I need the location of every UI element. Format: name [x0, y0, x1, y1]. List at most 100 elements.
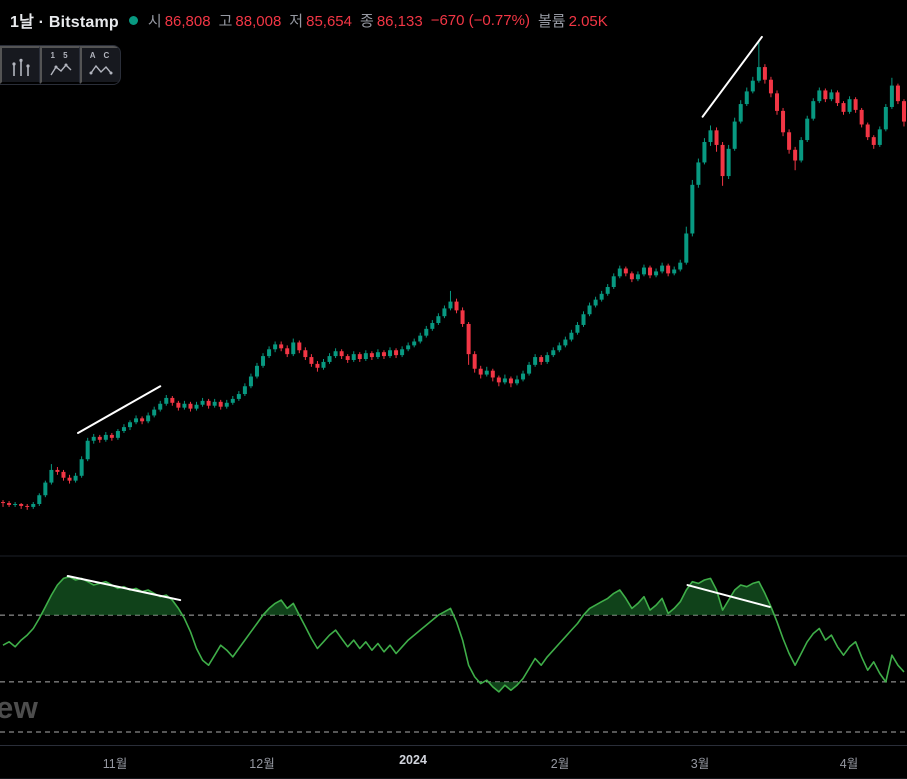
candle-body — [460, 310, 465, 324]
candle-body — [31, 503, 36, 507]
candle-body — [617, 268, 622, 277]
volume-value: 2.05K — [568, 12, 608, 30]
candle-body — [67, 477, 72, 481]
candle-body — [412, 341, 417, 346]
mini-zigzag-icon — [89, 64, 113, 75]
candle-body — [128, 422, 133, 428]
candle-body — [817, 90, 822, 102]
candle-body — [660, 265, 665, 272]
candle-body — [732, 121, 737, 149]
candle-body — [672, 269, 677, 274]
candle-body — [303, 350, 308, 358]
time-axis-label: 2월 — [550, 757, 570, 771]
price-and-rsi-chart[interactable] — [0, 0, 907, 745]
candle-body — [206, 400, 211, 406]
candle-body — [648, 267, 653, 276]
candle-body — [599, 293, 604, 300]
candle-body — [176, 402, 181, 408]
candle-body — [315, 363, 320, 368]
candle-body — [388, 350, 393, 357]
candle-body — [188, 403, 193, 409]
candle-body — [883, 106, 888, 130]
candle-body — [7, 503, 12, 505]
candle-body — [847, 99, 852, 112]
candle-body — [853, 99, 858, 110]
candle-body — [508, 378, 513, 384]
candle-body — [629, 273, 634, 280]
candle-body — [194, 404, 199, 409]
candle-body — [581, 314, 586, 325]
volume-label: 볼륨 — [537, 12, 566, 30]
candle-body — [666, 265, 671, 274]
candle-body — [496, 377, 501, 383]
candle-body — [25, 505, 30, 507]
trendline-drawing[interactable] — [701, 35, 763, 118]
candle-body — [297, 342, 302, 351]
candle-body — [756, 67, 761, 81]
candle-body — [895, 85, 900, 102]
candle-body — [248, 376, 253, 387]
candle-body — [43, 482, 48, 496]
candle-body — [424, 328, 429, 336]
time-axis-label: 2024 — [399, 753, 427, 767]
open-label: 시 — [147, 12, 162, 30]
candle-body — [170, 397, 175, 403]
candle-body — [381, 352, 386, 357]
candle-body — [708, 130, 713, 143]
ac-icon-label: A C — [89, 51, 113, 60]
candle-body — [490, 370, 495, 378]
change-value: −670 (−0.77%) — [430, 11, 530, 29]
candle-body — [587, 305, 592, 315]
candle-body — [654, 271, 659, 276]
chart-style-bars-button[interactable] — [0, 46, 40, 84]
candle-body — [793, 149, 798, 161]
trendline-drawing[interactable] — [686, 584, 771, 608]
trendline-drawing[interactable] — [77, 385, 162, 434]
candle-body — [152, 409, 157, 416]
rsi-oversold-fill — [479, 681, 886, 692]
candle-body — [91, 436, 96, 441]
candle-body — [714, 130, 719, 145]
ohlc-close: 종 86,133 — [360, 10, 423, 31]
candle-body — [97, 436, 102, 440]
candle-body — [19, 503, 24, 506]
candle-body — [678, 262, 683, 270]
chart-style-ac-button[interactable]: A C — [80, 46, 120, 84]
candle-body — [291, 342, 296, 355]
candle-body — [200, 400, 205, 405]
candle-body — [369, 353, 374, 358]
candle-body — [121, 427, 126, 432]
rsi-overbought-fill — [41, 576, 775, 616]
candle-body — [55, 469, 60, 472]
candle-body — [327, 356, 332, 362]
candle-body — [140, 418, 145, 422]
candle-body — [514, 379, 519, 384]
candle-body — [527, 364, 532, 374]
candle-body — [762, 67, 767, 80]
symbol-interval-title[interactable]: 1날 · Bitstamp — [10, 14, 119, 31]
rsi-line — [2, 575, 905, 693]
candle-body — [182, 403, 187, 408]
candle-body — [859, 109, 864, 125]
symbol-header: 1날 · Bitstamp 시 86,808 고 88,008 저 85,654… — [10, 8, 608, 32]
candle-body — [635, 274, 640, 280]
candle-body — [811, 101, 816, 119]
candle-body — [563, 339, 568, 346]
chart-style-15-button[interactable]: 1 5 — [40, 46, 80, 84]
time-axis[interactable]: 11월 12월 2024 2월 3월 4월 — [0, 745, 907, 779]
candle-body — [394, 350, 399, 356]
mini-line-icon — [49, 63, 71, 76]
candle-body — [436, 316, 441, 324]
candle-body — [720, 144, 725, 177]
candle-body — [321, 361, 326, 368]
candle-body — [575, 324, 580, 333]
candle-body — [273, 344, 278, 350]
ohlc-low: 저 85,654 — [289, 10, 352, 31]
candle-body — [889, 85, 894, 107]
candle-body — [539, 357, 544, 362]
candle-body — [49, 469, 54, 483]
candle-body — [146, 415, 151, 422]
candle-body — [442, 308, 447, 317]
candle-body — [774, 93, 779, 111]
trendline-drawing[interactable] — [66, 575, 182, 602]
